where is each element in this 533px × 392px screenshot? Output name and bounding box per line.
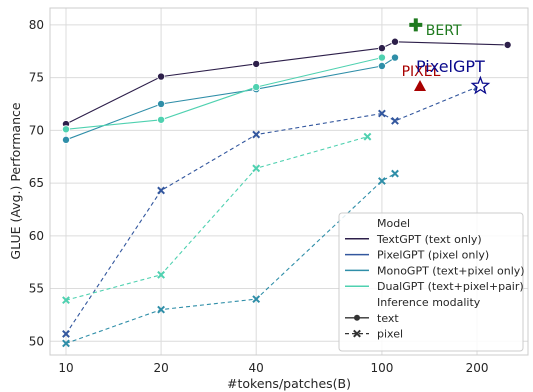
x-tick-label: 20 — [153, 361, 168, 375]
legend-style-marker — [354, 314, 360, 321]
data-point — [62, 339, 70, 348]
legend-entry: MonoGPT (text+pixel only) — [377, 264, 525, 277]
data-point — [157, 115, 166, 124]
legend-style-entry: text — [377, 312, 399, 325]
x-tick-label: 40 — [249, 361, 264, 375]
pixel-label: PIXEL — [402, 64, 441, 80]
y-tick-label: 65 — [29, 176, 44, 190]
data-point — [390, 53, 399, 62]
series-line — [65, 57, 383, 130]
legend-entry: DualGPT (text+pixel+pair) — [377, 280, 524, 293]
tick-labels: 10 20 40 100 200 50 55 60 65 70 75 80 — [29, 18, 489, 375]
x-axis-label: #tokens/patches(B) — [227, 376, 351, 391]
legend-entry: TextGPT (text only) — [376, 233, 482, 246]
y-tick-label: 60 — [29, 229, 44, 243]
pixel-marker — [414, 80, 427, 92]
data-point — [503, 40, 512, 49]
data-point — [363, 132, 372, 141]
y-tick-label: 50 — [29, 334, 44, 348]
legend-style-marker — [353, 329, 361, 338]
series-line — [65, 41, 508, 125]
data-point — [157, 270, 166, 279]
data-point — [252, 130, 261, 139]
data-point — [252, 164, 261, 173]
data-point — [252, 83, 261, 92]
data-point — [378, 177, 386, 185]
data-point — [62, 296, 70, 305]
data-point — [62, 329, 70, 338]
legend-style-entry: pixel — [377, 328, 403, 341]
data-point — [252, 295, 261, 304]
legend-entry: PixelGPT (pixel only) — [377, 249, 489, 262]
data-point — [391, 116, 399, 125]
data-point — [390, 37, 399, 46]
data-point — [252, 59, 261, 68]
series-layer — [61, 37, 512, 348]
pixelgpt-label: PixelGPT — [416, 57, 485, 76]
legend-style-title: Inference modality — [377, 296, 481, 309]
data-point — [61, 135, 70, 144]
bert-marker — [409, 18, 423, 32]
plot-frame — [49, 7, 529, 356]
data-point — [61, 125, 70, 134]
bert-label: BERT — [426, 23, 462, 39]
pixelgpt-star-marker — [470, 75, 491, 95]
legend-box — [338, 212, 524, 352]
data-point — [157, 186, 166, 195]
series-line — [65, 136, 368, 301]
y-tick-label: 80 — [29, 18, 44, 32]
y-axis-label: GLUE (Avg.) Performance — [8, 102, 23, 259]
data-point — [377, 44, 386, 53]
x-tick-label: 100 — [370, 361, 393, 375]
data-point — [157, 305, 166, 314]
data-point — [157, 72, 166, 81]
data-point — [391, 169, 399, 178]
data-point — [377, 62, 386, 71]
y-tick-label: 75 — [29, 71, 44, 85]
legend-title: Model — [377, 217, 410, 230]
y-tick-label: 55 — [29, 282, 44, 296]
x-tick-label: 10 — [58, 361, 73, 375]
data-point — [377, 53, 386, 62]
x-tick-label: 200 — [466, 361, 489, 375]
data-point — [157, 99, 166, 108]
series-line — [65, 86, 478, 335]
data-point — [378, 109, 386, 118]
legend: Model TextGPT (text only) PixelGPT (pixel … — [338, 212, 525, 352]
y-tick-label: 70 — [29, 123, 44, 137]
